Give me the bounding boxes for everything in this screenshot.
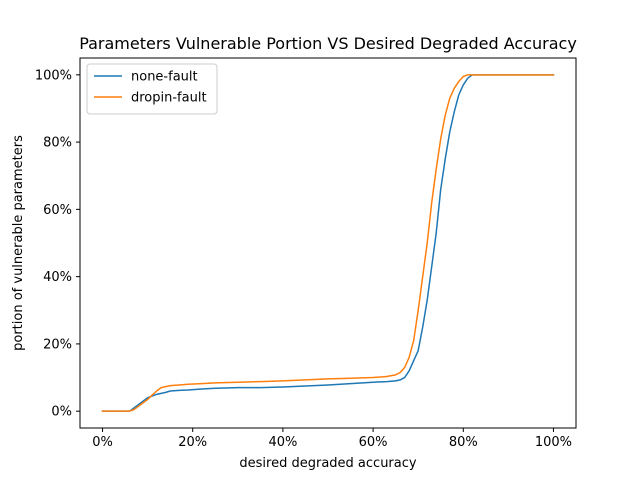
x-axis: 0% 20% 40% 60% 80% 100% [92,428,572,450]
y-tick-label: 20% [43,337,72,352]
x-tick-label: 40% [268,435,297,450]
y-tick-label: 0% [51,405,72,420]
series-line-dropin-fault [101,74,555,412]
y-axis: 0% 20% 40% 60% 80% 100% [35,68,80,420]
x-axis-label: desired degraded accuracy [239,456,416,471]
x-tick-label: 20% [178,435,207,450]
plot-frame [79,57,577,429]
y-tick-label: 80% [43,136,72,151]
series-layer [101,74,555,412]
x-tick-label: 0% [92,435,113,450]
x-tick-label: 60% [359,435,388,450]
x-tick-label: 100% [535,435,572,450]
legend-label: none-fault [131,70,198,85]
y-axis-label: portion of vulnerable parameters [11,135,26,351]
y-tick-label: 60% [43,203,72,218]
legend-label: dropin-fault [131,91,207,106]
y-tick-label: 40% [43,270,72,285]
x-tick-label: 80% [449,435,478,450]
legend: none-fault dropin-fault [86,63,218,115]
chart-title: Parameters Vulnerable Portion VS Desired… [79,34,577,53]
y-tick-label: 100% [35,68,72,83]
